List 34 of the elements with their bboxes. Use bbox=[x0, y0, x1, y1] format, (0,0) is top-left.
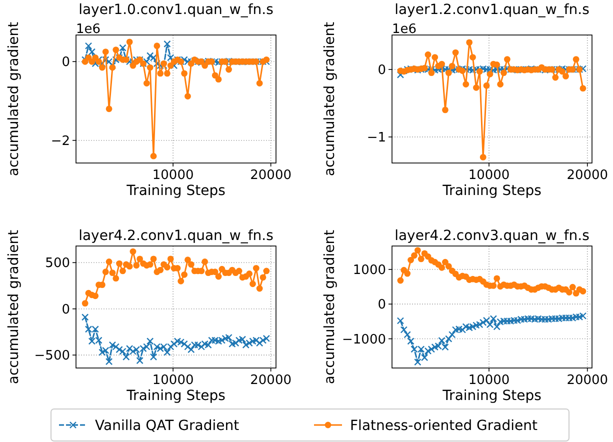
y-tick-label: −500 bbox=[34, 348, 70, 364]
x-axis-title: Training Steps bbox=[442, 388, 542, 404]
x-tick-label: 20000 bbox=[250, 373, 292, 388]
x-tick-label: 20000 bbox=[566, 168, 608, 183]
x-tick-label: 10000 bbox=[468, 168, 510, 183]
y-tick-label: −1000 bbox=[342, 332, 386, 348]
chart-title: layer1.2.conv1.quan_w_fn.s bbox=[394, 2, 590, 18]
y-tick-label: 0 bbox=[378, 62, 386, 78]
annotation: 1e6 bbox=[76, 22, 101, 37]
x-tick-label: 10000 bbox=[152, 373, 194, 388]
x-tick-label: 10000 bbox=[468, 373, 510, 388]
x-tick-label: 20000 bbox=[566, 373, 608, 388]
y-tick-label: 500 bbox=[45, 256, 70, 272]
chart-title: layer1.0.conv1.quan_w_fn.s bbox=[78, 2, 274, 18]
x-axis-title: Training Steps bbox=[126, 183, 226, 199]
y-tick-label: 0 bbox=[378, 298, 386, 313]
x-axis-title: Training Steps bbox=[442, 183, 542, 199]
legend-label: Flatness-oriented Gradient bbox=[350, 418, 538, 434]
x-tick-label: 10000 bbox=[152, 168, 194, 183]
x-tick-label: 20000 bbox=[250, 168, 292, 183]
chart-title: layer4.2.conv3.quan_w_fn.s bbox=[394, 228, 590, 244]
y-axis-title: accumulated gradient bbox=[6, 21, 22, 176]
y-axis-title: accumulated gradient bbox=[322, 21, 338, 176]
y-tick-label: 1000 bbox=[352, 262, 386, 278]
y-tick-label: 0 bbox=[62, 55, 70, 70]
legend-label: Vanilla QAT Gradient bbox=[95, 418, 240, 434]
y-axis-title: accumulated gradient bbox=[322, 229, 338, 384]
y-tick-label: −1 bbox=[366, 130, 386, 146]
y-tick-label: −2 bbox=[50, 134, 70, 149]
y-tick-label: 0 bbox=[62, 302, 70, 318]
x-axis-title: Training Steps bbox=[126, 388, 226, 404]
annotation: 1e6 bbox=[392, 22, 417, 37]
y-axis-title: accumulated gradient bbox=[6, 229, 22, 384]
chart-title: layer4.2.conv1.quan_w_fn.s bbox=[78, 228, 274, 244]
